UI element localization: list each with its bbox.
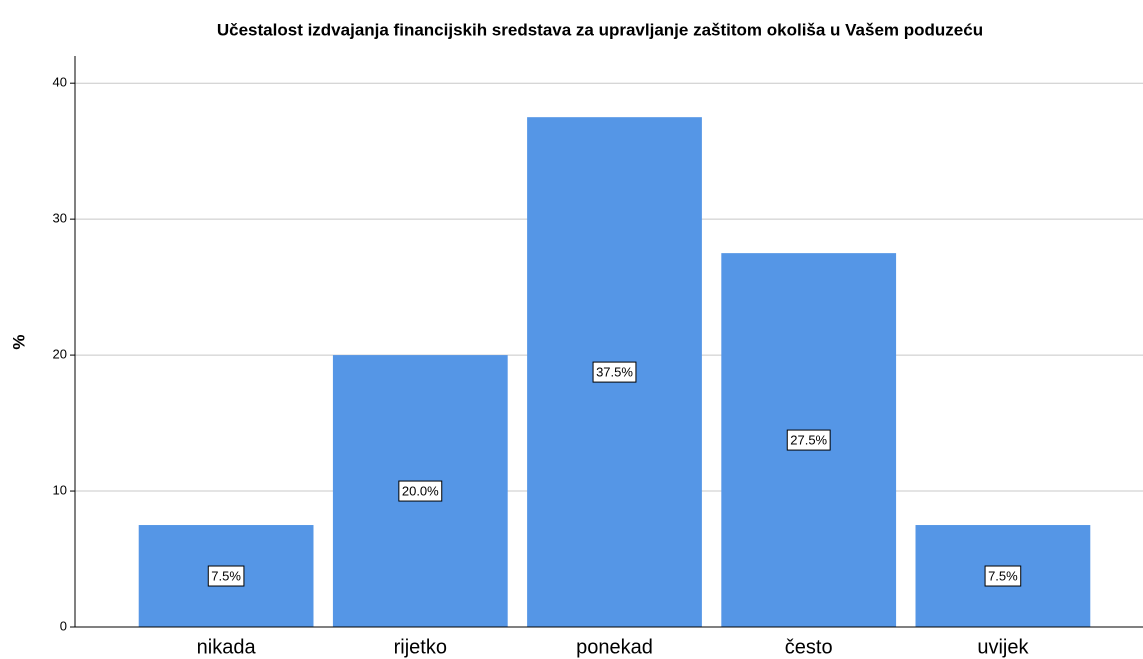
y-tick-label: 20 [53,347,67,362]
value-label: 37.5% [596,365,633,380]
y-tick-label: 40 [53,75,67,90]
x-tick-label: nikada [197,636,257,658]
value-label: 20.0% [402,483,439,498]
value-label-box [398,480,443,502]
x-tick-label: često [785,636,833,658]
y-axis-label: % [9,334,28,349]
y-tick-label: 30 [53,211,67,226]
value-label-box [207,565,245,587]
y-tick-label: 10 [53,482,67,497]
value-label: 7.5% [211,568,241,583]
value-label-box [786,429,831,451]
x-tick-label: ponekad [576,636,653,658]
y-tick-label: 0 [60,618,67,633]
x-tick-label: rijetko [394,636,447,658]
value-label: 27.5% [790,433,827,448]
x-tick-label: uvijek [977,636,1029,658]
chart-title: Učestalost izdvajanja financijskih sreds… [217,20,983,39]
value-label-box [592,361,637,383]
value-label: 7.5% [988,568,1018,583]
value-label-box [984,565,1022,587]
